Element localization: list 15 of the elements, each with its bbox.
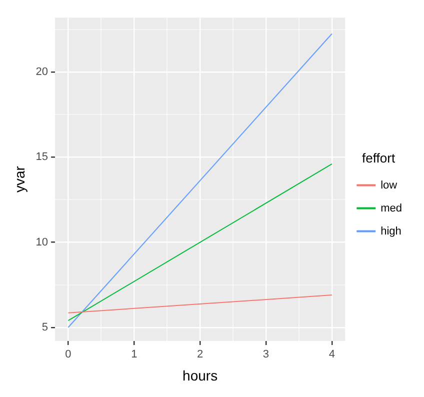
- legend-label: med: [380, 202, 402, 214]
- x-tick-label: 1: [131, 348, 138, 361]
- legend-label: low: [380, 179, 398, 192]
- x-axis-title: hours: [182, 367, 218, 384]
- y-tick-label: 20: [36, 66, 48, 78]
- legend-label: high: [380, 225, 402, 238]
- y-tick-label: 10: [36, 236, 48, 248]
- x-tick-label: 3: [262, 348, 270, 361]
- x-tick-label: 2: [197, 348, 204, 361]
- y-tick-label: 5: [42, 321, 48, 334]
- x-tick-label: 0: [65, 348, 72, 361]
- y-axis-title: yvar: [11, 166, 28, 193]
- legend-title: feffort: [362, 150, 396, 166]
- y-tick-label: 15: [36, 151, 48, 164]
- x-tick-label: 4: [328, 348, 335, 361]
